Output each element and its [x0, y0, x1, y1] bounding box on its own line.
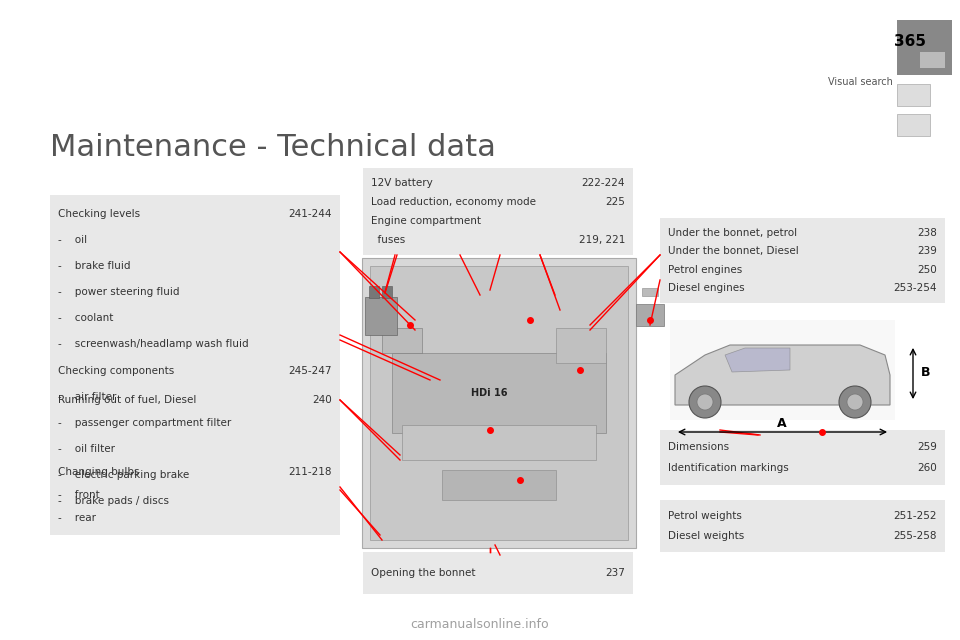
Bar — [636, 304, 664, 326]
Text: -    coolant: - coolant — [58, 314, 113, 323]
Text: Changing bulbs: Changing bulbs — [58, 467, 139, 477]
Text: 365: 365 — [894, 35, 926, 49]
Text: 12V battery: 12V battery — [371, 179, 433, 188]
Bar — [660, 218, 945, 303]
Text: -    passenger compartment filter: - passenger compartment filter — [58, 418, 231, 428]
Text: Dimensions: Dimensions — [668, 442, 730, 452]
Bar — [362, 258, 636, 548]
Circle shape — [847, 394, 863, 410]
Polygon shape — [725, 348, 790, 372]
Text: 250: 250 — [917, 264, 937, 275]
Bar — [402, 425, 596, 460]
Text: Visual search: Visual search — [828, 77, 893, 87]
Circle shape — [697, 394, 713, 410]
Text: Diesel engines: Diesel engines — [668, 283, 745, 293]
Text: 255-258: 255-258 — [894, 531, 937, 541]
Bar — [392, 353, 606, 433]
Text: 219, 221: 219, 221 — [579, 235, 625, 244]
Text: B: B — [921, 367, 930, 380]
Text: 253-254: 253-254 — [894, 283, 937, 293]
Text: 239: 239 — [917, 246, 937, 257]
Bar — [642, 288, 658, 296]
Text: -    rear: - rear — [58, 513, 96, 523]
Text: 260: 260 — [917, 463, 937, 473]
Text: fuses: fuses — [371, 235, 405, 244]
Text: HDi 16: HDi 16 — [470, 388, 507, 398]
Text: 241-244: 241-244 — [289, 209, 332, 219]
Bar — [370, 266, 628, 540]
Bar — [897, 114, 930, 136]
Text: 222-224: 222-224 — [582, 179, 625, 188]
Text: Petrol weights: Petrol weights — [668, 511, 742, 521]
Text: -    electric parking brake: - electric parking brake — [58, 470, 189, 480]
Bar — [369, 286, 379, 298]
Bar — [670, 320, 895, 420]
Text: Maintenance - Technical data: Maintenance - Technical data — [50, 134, 496, 163]
Circle shape — [689, 386, 721, 418]
Text: 259: 259 — [917, 442, 937, 452]
Text: -    brake fluid: - brake fluid — [58, 261, 131, 271]
Text: 251-252: 251-252 — [894, 511, 937, 521]
Bar — [442, 470, 556, 500]
Polygon shape — [675, 345, 890, 405]
Bar — [382, 328, 422, 353]
Bar — [897, 20, 952, 75]
Text: 211-218: 211-218 — [289, 467, 332, 477]
Bar — [897, 84, 930, 106]
Bar — [660, 500, 945, 552]
Text: -    front: - front — [58, 490, 100, 500]
Text: Diesel weights: Diesel weights — [668, 531, 744, 541]
Text: -    brake pads / discs: - brake pads / discs — [58, 496, 169, 506]
Text: 225: 225 — [605, 197, 625, 207]
Bar — [50, 195, 340, 520]
Text: 238: 238 — [917, 228, 937, 238]
Text: Petrol engines: Petrol engines — [668, 264, 742, 275]
Text: A: A — [778, 417, 787, 430]
Text: Running out of fuel, Diesel: Running out of fuel, Diesel — [58, 395, 197, 405]
Text: 237: 237 — [605, 568, 625, 578]
Circle shape — [839, 386, 871, 418]
Text: Checking components: Checking components — [58, 365, 175, 376]
Text: carmanualsonline.info: carmanualsonline.info — [411, 618, 549, 632]
Bar — [50, 375, 340, 425]
Text: Checking levels: Checking levels — [58, 209, 140, 219]
Text: Opening the bonnet: Opening the bonnet — [371, 568, 475, 578]
Bar — [365, 297, 397, 335]
Bar — [363, 168, 633, 255]
Text: -    power steering fluid: - power steering fluid — [58, 287, 180, 298]
Text: Under the bonnet, Diesel: Under the bonnet, Diesel — [668, 246, 799, 257]
Text: Engine compartment: Engine compartment — [371, 216, 481, 226]
Bar — [363, 552, 633, 594]
Text: 240: 240 — [312, 395, 332, 405]
Text: 245-247: 245-247 — [289, 365, 332, 376]
Bar — [920, 52, 945, 68]
Bar — [50, 455, 340, 535]
Text: -    oil filter: - oil filter — [58, 444, 115, 454]
Text: Load reduction, economy mode: Load reduction, economy mode — [371, 197, 536, 207]
Text: Under the bonnet, petrol: Under the bonnet, petrol — [668, 228, 797, 238]
Text: -    oil: - oil — [58, 235, 87, 245]
Text: -    screenwash/headlamp wash fluid: - screenwash/headlamp wash fluid — [58, 339, 249, 349]
Bar — [382, 286, 392, 298]
Text: Identification markings: Identification markings — [668, 463, 789, 473]
Text: -    air filter: - air filter — [58, 392, 116, 402]
Bar — [556, 328, 606, 363]
Bar — [660, 430, 945, 485]
